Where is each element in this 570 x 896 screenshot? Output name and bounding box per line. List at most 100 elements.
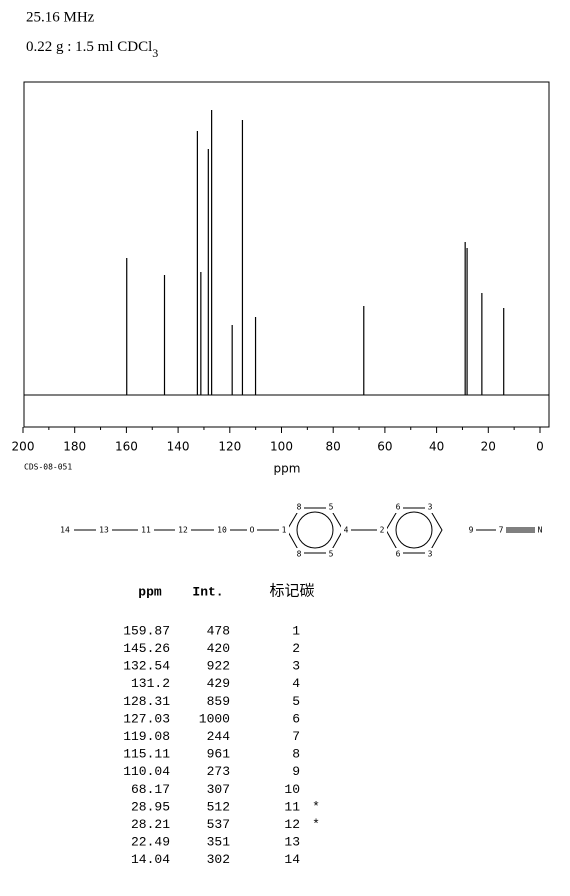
sample-text: 0.22 g : 1.5 ml CDCl bbox=[26, 39, 152, 55]
label-bg bbox=[496, 524, 506, 536]
table-cell: 420 bbox=[207, 641, 230, 656]
x-tick-label: 60 bbox=[377, 440, 392, 454]
table-cell: 11 bbox=[284, 799, 300, 814]
atom-label: 1 bbox=[282, 526, 287, 535]
spectrum-code: CDS-08-051 bbox=[24, 463, 72, 472]
table-cell: 28.21 bbox=[131, 817, 170, 832]
x-tick-label: 200 bbox=[12, 440, 35, 454]
atom-label: 13 bbox=[99, 526, 109, 535]
x-tick-label: 80 bbox=[326, 440, 341, 454]
table-cell: 2 bbox=[292, 641, 300, 656]
atom-label: 4 bbox=[344, 526, 349, 535]
label-bg bbox=[279, 524, 289, 536]
table-cell: 13 bbox=[284, 835, 300, 850]
table-cell: 132.54 bbox=[123, 659, 170, 674]
table-cell: 961 bbox=[207, 747, 231, 762]
table-cell: 3 bbox=[292, 659, 300, 674]
label-bg bbox=[377, 524, 387, 536]
table-cell: 1000 bbox=[199, 711, 230, 726]
structure: 14 13 11 12 10 O 1 8 5 8 5 4 2 6 3 6 3 9 7 N bbox=[60, 501, 545, 560]
x-tick-label: 100 bbox=[270, 440, 293, 454]
table-cell: 119.08 bbox=[123, 729, 170, 744]
table-cell: 922 bbox=[207, 659, 230, 674]
ring-circle bbox=[296, 511, 334, 549]
label-bg bbox=[341, 524, 351, 536]
table-cell: 145.26 bbox=[123, 641, 170, 656]
label-bg bbox=[247, 524, 257, 536]
atom-label: 8 bbox=[297, 503, 302, 512]
atom-label: 11 bbox=[141, 526, 151, 535]
sample: 0.22 g : 1.5 ml CDCl3 bbox=[26, 39, 158, 59]
table-cell: 478 bbox=[207, 623, 230, 638]
atom-label: 6 bbox=[396, 503, 401, 512]
plot-frame bbox=[23, 81, 550, 428]
table-cell: 6 bbox=[292, 711, 300, 726]
table-cell: 244 bbox=[207, 729, 231, 744]
table-cell: 4 bbox=[292, 676, 300, 691]
atom-label: N bbox=[538, 526, 543, 535]
label-bg bbox=[60, 524, 70, 536]
table-header: 标记碳 bbox=[269, 582, 314, 599]
table-cell: 10 bbox=[284, 782, 300, 797]
table-cell: 273 bbox=[207, 764, 230, 779]
table-cell: 12 bbox=[284, 817, 300, 832]
table-cell: 127.03 bbox=[123, 711, 170, 726]
label-bg bbox=[178, 524, 188, 536]
table-cell: * bbox=[312, 799, 320, 814]
table-cell: 131.2 bbox=[131, 676, 170, 691]
atom-label: 2 bbox=[380, 526, 385, 535]
label-bg bbox=[294, 548, 304, 560]
table-cell: 1 bbox=[292, 623, 300, 638]
table-cell: 302 bbox=[207, 852, 230, 867]
ring-circle bbox=[395, 511, 433, 549]
label-bg bbox=[535, 524, 545, 536]
table-cell: 128.31 bbox=[123, 694, 170, 709]
atom-label: 12 bbox=[178, 526, 188, 535]
table-cell: 14 bbox=[284, 852, 300, 867]
table-cell: 28.95 bbox=[131, 799, 170, 814]
table-cell: 115.11 bbox=[123, 747, 170, 762]
label-bg bbox=[294, 501, 304, 513]
table-cell: 537 bbox=[207, 817, 230, 832]
frequency: 25.16 MHz bbox=[26, 9, 95, 25]
x-tick-label: 120 bbox=[218, 440, 241, 454]
x-axis-label: ppm bbox=[274, 462, 301, 476]
label-bg bbox=[217, 524, 227, 536]
atom-label: 3 bbox=[428, 503, 433, 512]
table-cell: 7 bbox=[292, 729, 300, 744]
table-cell: 512 bbox=[207, 799, 230, 814]
x-tick-label: 40 bbox=[429, 440, 444, 454]
table-header: Int. bbox=[192, 584, 223, 599]
label-bg bbox=[141, 524, 151, 536]
ring bbox=[385, 507, 443, 554]
label-bg bbox=[326, 548, 336, 560]
atom-label: 5 bbox=[329, 550, 334, 559]
ring bbox=[286, 507, 344, 554]
table-cell: 22.49 bbox=[131, 835, 170, 850]
table-cell: 859 bbox=[207, 694, 230, 709]
sample-sub: 3 bbox=[152, 46, 158, 60]
label-bg bbox=[425, 501, 435, 513]
atom-label: 9 bbox=[469, 526, 474, 535]
table-cell: 68.17 bbox=[131, 782, 170, 797]
table-cell: 159.87 bbox=[123, 623, 170, 638]
label-bg bbox=[466, 524, 476, 536]
x-tick-label: 20 bbox=[481, 440, 496, 454]
table-cell: * bbox=[312, 817, 320, 832]
label-bg bbox=[99, 524, 109, 536]
table-cell: 110.04 bbox=[123, 764, 170, 779]
atom-label: 7 bbox=[499, 526, 504, 535]
x-tick-label: 140 bbox=[167, 440, 190, 454]
table-cell: 14.04 bbox=[131, 852, 170, 867]
table-cell: 8 bbox=[292, 747, 300, 762]
table-cell: 9 bbox=[292, 764, 300, 779]
atom-label: 8 bbox=[297, 550, 302, 559]
table-cell: 351 bbox=[207, 835, 231, 850]
x-tick-label: 180 bbox=[63, 440, 86, 454]
atom-label: O bbox=[250, 526, 255, 535]
atom-label: 14 bbox=[60, 526, 70, 535]
atom-label: 6 bbox=[396, 550, 401, 559]
atom-label: 5 bbox=[329, 503, 334, 512]
x-tick-label: 0 bbox=[536, 440, 544, 454]
